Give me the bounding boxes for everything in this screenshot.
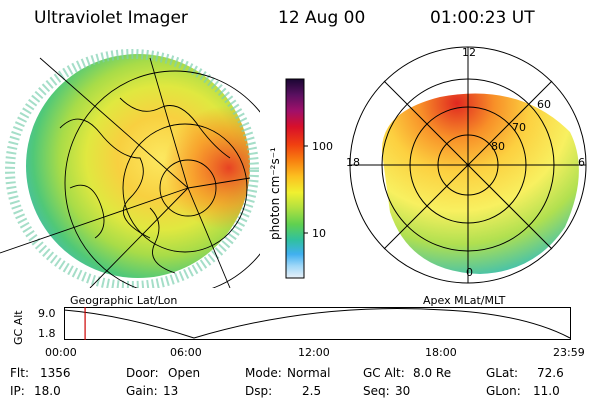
info-seq-label: Seq: xyxy=(363,384,390,398)
colorbar-tick-100: 100 xyxy=(312,140,333,153)
geographic-caption: Geographic Lat/Lon xyxy=(70,294,178,307)
geographic-image-panel xyxy=(0,49,260,288)
info-gcalt-value: 8.0 Re xyxy=(413,366,452,380)
info-ip-value: 18.0 xyxy=(34,384,61,398)
info-door-value: Open xyxy=(168,366,201,380)
info-ip-label: IP: xyxy=(10,384,25,398)
info-seq-value: 30 xyxy=(395,384,411,398)
date-label: 12 Aug 00 xyxy=(278,8,366,28)
mlt-label-12: 12 xyxy=(462,46,476,59)
info-gain-label: Gain: xyxy=(126,384,158,398)
colorbar-unit-label: photon cm⁻²s⁻¹ xyxy=(268,147,282,240)
info-glon-label: GLon: xyxy=(486,384,521,398)
time-label: 01:00:23 UT xyxy=(430,8,535,28)
mlt-label-0: 0 xyxy=(466,266,473,279)
info-mode-label: Mode: xyxy=(245,366,282,380)
info-gcalt-label: GC Alt: xyxy=(363,366,405,380)
polar-image-panel xyxy=(349,46,587,284)
info-gain-value: 13 xyxy=(163,384,179,398)
orbit-ylabel: GC Alt xyxy=(12,310,25,345)
info-dsp-value: 2.5 xyxy=(302,384,322,398)
colorbar-tick-10: 10 xyxy=(312,227,326,240)
orbit-plot xyxy=(64,307,571,340)
orbit-xtick-1: 06:00 xyxy=(170,346,202,359)
colorbar xyxy=(285,78,308,279)
orbit-xtick-3: 18:00 xyxy=(425,346,457,359)
instrument-title: Ultraviolet Imager xyxy=(34,8,188,28)
orbit-ytick-max: 9.0 xyxy=(38,307,56,320)
info-glon-value: 11.0 xyxy=(533,384,560,398)
orbit-xtick-0: 00:00 xyxy=(45,346,77,359)
orbit-ytick-min: 1.8 xyxy=(38,327,56,340)
lat-label-60: 60 xyxy=(537,98,551,111)
info-mode-value: Normal xyxy=(287,366,331,380)
info-dsp-label: Dsp: xyxy=(245,384,273,398)
info-glat-value: 72.6 xyxy=(537,366,564,380)
apex-caption: Apex MLat/MLT xyxy=(423,294,506,307)
info-glat-label: GLat: xyxy=(486,366,519,380)
lat-label-70: 70 xyxy=(512,121,526,134)
lat-label-80: 80 xyxy=(491,140,505,153)
orbit-xtick-2: 12:00 xyxy=(298,346,330,359)
info-door-label: Door: xyxy=(126,366,159,380)
orbit-xtick-4: 23:59 xyxy=(553,346,585,359)
info-flt-value: 1356 xyxy=(40,366,71,380)
mlt-label-6: 6 xyxy=(578,156,585,169)
info-flt-label: Flt: xyxy=(10,366,29,380)
mlt-label-18: 18 xyxy=(346,156,360,169)
